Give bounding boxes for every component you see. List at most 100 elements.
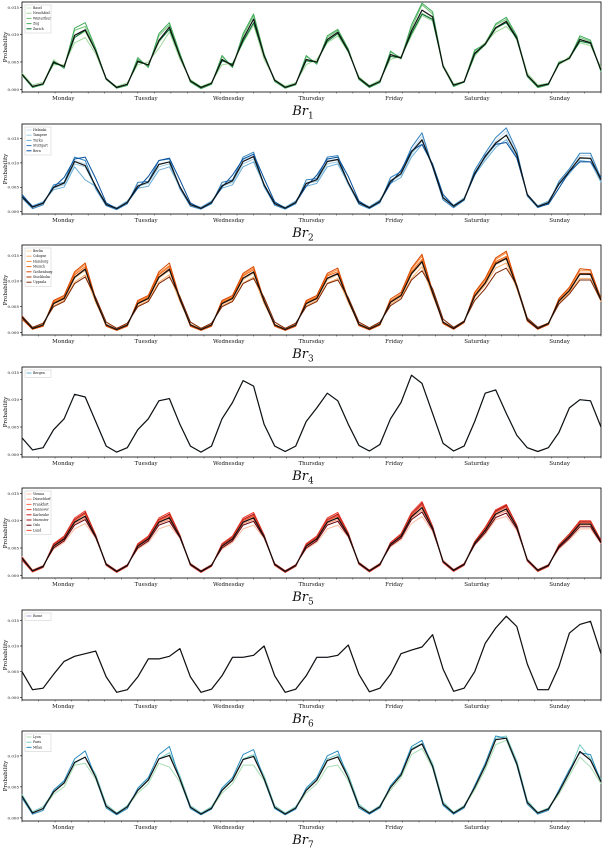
legend-label: Basel [33, 6, 42, 10]
average-line [21, 374, 602, 453]
y-axis-label: Probability [3, 760, 9, 791]
y-tick-label: 0.000 [8, 209, 20, 214]
legend-box [24, 369, 52, 378]
x-tick-label-saturday: Saturday [464, 96, 490, 102]
x-tick-label-tuesday: Tuesday [134, 461, 158, 467]
caption-br2: Br2 [0, 226, 606, 244]
plot-frame [21, 487, 602, 579]
x-tick-label-friday: Friday [385, 339, 404, 345]
x-tick-label-monday: Monday [52, 704, 75, 710]
x-tick-label-thursday: Thursday [298, 339, 325, 345]
caption-sub: 2 [308, 233, 314, 244]
caption-base: Br [292, 590, 309, 605]
y-tick-label: 0.000 [8, 573, 20, 578]
y-tick-label: 0.015 [8, 5, 20, 10]
series-line-cologne [21, 262, 602, 330]
caption-br4: Br4 [0, 469, 606, 487]
legend-label: Cologne [33, 254, 46, 258]
legend-label: Hamburg [33, 259, 48, 263]
legend-label: Lyon [33, 735, 41, 739]
x-tick-label-thursday: Thursday [298, 96, 325, 102]
legend-label: Bern [33, 149, 41, 153]
x-tick-label-thursday: Thursday [298, 704, 325, 710]
legend-label: Rome [33, 614, 42, 618]
y-tick-label: 0.000 [8, 330, 20, 335]
caption-base: Br [292, 712, 309, 727]
x-tick-label-saturday: Saturday [464, 339, 490, 345]
y-tick-label: 0.015 [8, 253, 20, 258]
x-tick-label-friday: Friday [385, 704, 404, 710]
y-tick-label: 0.005 [8, 546, 20, 551]
y-tick-label: 0.010 [8, 32, 20, 37]
legend-label: Winterthur [33, 16, 51, 20]
legend-label: Helsinki [33, 128, 46, 132]
legend-label: Munich [33, 265, 45, 269]
y-tick-label: 0.010 [8, 279, 20, 284]
series-line-stuttgart [21, 127, 602, 211]
legend-label: Turku [33, 138, 43, 142]
legend-label: Paris [33, 740, 41, 744]
x-tick-label-wednesday: Wednesday [213, 339, 245, 345]
plot-frame [21, 609, 602, 701]
caption-base: Br [292, 104, 309, 119]
legend-box [24, 247, 52, 287]
x-tick-label-thursday: Thursday [298, 582, 325, 588]
x-tick-label-wednesday: Wednesday [213, 218, 245, 224]
caption-br1: Br1 [0, 104, 606, 122]
y-tick-label: 0.000 [8, 695, 20, 700]
plot-frame [21, 123, 602, 215]
y-tick-label: 0.005 [8, 784, 20, 789]
y-tick-label: 0.005 [8, 425, 20, 430]
y-axis-label: Probability [3, 153, 9, 184]
y-tick-label: 0.010 [8, 397, 20, 402]
average-line [21, 9, 602, 89]
y-tick-label: 0.005 [8, 669, 20, 674]
caption-br5: Br5 [0, 590, 606, 608]
series-line-turku [21, 139, 602, 209]
x-tick-label-wednesday: Wednesday [213, 461, 245, 467]
series-line-neuchâtel [21, 15, 602, 87]
y-tick-label: 0.005 [8, 304, 20, 309]
x-tick-label-tuesday: Tuesday [134, 825, 158, 831]
legend-label: Karlsruhe [33, 513, 49, 517]
series-line-zug [21, 2, 602, 90]
x-tick-label-friday: Friday [385, 461, 404, 467]
legend-label: Neuchâtel [33, 11, 50, 15]
caption-sub: 4 [308, 476, 314, 487]
x-tick-label-tuesday: Tuesday [134, 582, 158, 588]
legend-label: Zug [33, 22, 39, 26]
x-tick-label-friday: Friday [385, 582, 404, 588]
y-axis-label: Probability [3, 517, 9, 548]
y-axis-label: Probability [3, 639, 9, 670]
average-line [21, 257, 602, 331]
caption-base: Br [292, 833, 309, 848]
legend-label: Muenster [33, 518, 49, 522]
x-tick-label-wednesday: Wednesday [213, 582, 245, 588]
legend-box [24, 490, 52, 535]
y-tick-label: 0.010 [8, 160, 20, 165]
x-tick-label-friday: Friday [385, 218, 404, 224]
x-tick-label-monday: Monday [52, 461, 75, 467]
y-tick-label: 0.005 [8, 185, 20, 190]
series-line-oslo [21, 511, 602, 572]
x-tick-label-monday: Monday [52, 218, 75, 224]
average-line [21, 737, 602, 815]
y-tick-label: 0.005 [8, 60, 20, 65]
legend-label: Bergen [33, 371, 45, 375]
x-tick-label-sunday: Sunday [549, 582, 571, 588]
y-tick-label: 0.015 [8, 370, 20, 375]
x-tick-label-saturday: Saturday [464, 704, 490, 710]
legend-label: Zurich [33, 27, 44, 31]
x-tick-label-sunday: Sunday [549, 461, 571, 467]
x-tick-label-wednesday: Wednesday [213, 704, 245, 710]
caption-sub: 1 [308, 111, 314, 122]
x-tick-label-tuesday: Tuesday [134, 704, 158, 710]
series-line-gothenburg [21, 250, 602, 331]
y-axis-label: Probability [3, 396, 9, 427]
legend-label: Hannover [33, 508, 49, 512]
x-tick-label-friday: Friday [385, 96, 404, 102]
y-tick-label: 0.010 [8, 644, 20, 649]
legend-label: Frankfurt [33, 502, 49, 506]
x-tick-label-sunday: Sunday [549, 96, 571, 102]
